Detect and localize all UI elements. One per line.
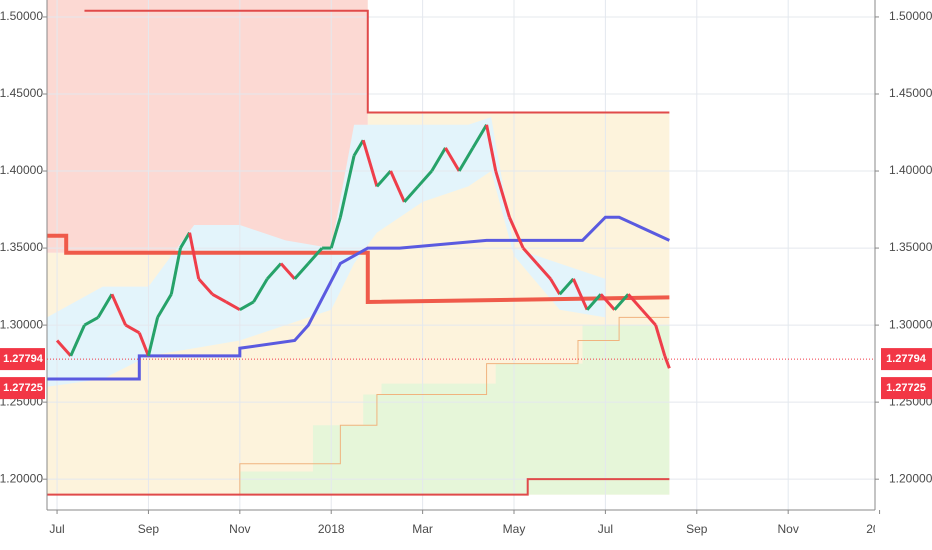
indicator-line bbox=[84, 9, 670, 114]
price-segment bbox=[416, 170, 433, 188]
indicator-line bbox=[47, 233, 670, 305]
price-segment bbox=[179, 231, 191, 249]
price-segment bbox=[508, 216, 525, 249]
indicator-line bbox=[139, 316, 670, 496]
x-labels: Jul Sep Nov 2018 Mar May Jul Sep Nov 2019 bbox=[49, 522, 893, 536]
y-tick-label: 1.45000 bbox=[0, 86, 43, 100]
x-tick-label: Mar bbox=[412, 522, 433, 536]
x-tick-label: Jul bbox=[49, 522, 64, 536]
price-segment bbox=[389, 170, 406, 203]
axes: 1.50000 1.50000 1.45000 1.45000 1.40000 1.400… bbox=[0, 0, 932, 514]
price-segment bbox=[352, 139, 365, 157]
price-segment bbox=[663, 355, 671, 369]
y-tick-label: 1.50000 bbox=[0, 9, 43, 23]
price-segment bbox=[522, 247, 538, 265]
price-segment bbox=[430, 147, 447, 172]
price-segment bbox=[55, 339, 72, 357]
price-segment bbox=[494, 170, 511, 218]
price-segment bbox=[599, 293, 616, 311]
price-segment bbox=[279, 262, 296, 280]
price-segment bbox=[188, 232, 201, 280]
price-segment bbox=[361, 139, 379, 187]
y-tick-label: 1.50000 bbox=[889, 9, 932, 23]
price-segment bbox=[640, 308, 657, 327]
x-tick-label: Jul bbox=[598, 522, 613, 536]
price-label: 1.27725 bbox=[3, 382, 43, 394]
price-segment bbox=[471, 124, 488, 149]
y-tick-label: 1.20000 bbox=[889, 471, 932, 485]
price-badge bbox=[0, 377, 45, 400]
price-segment bbox=[124, 323, 141, 335]
y-tick-label: 1.40000 bbox=[889, 163, 932, 177]
price-segment bbox=[137, 332, 150, 357]
x-tick-label: Sep bbox=[138, 522, 160, 536]
price-segment bbox=[585, 293, 602, 311]
price-label: 1.27794 bbox=[886, 353, 927, 365]
y-tick-label: 1.20000 bbox=[0, 471, 43, 485]
y-tick-label: 1.45000 bbox=[889, 86, 932, 100]
price-segment bbox=[329, 216, 342, 249]
price-segment bbox=[293, 262, 310, 280]
price-segment bbox=[613, 293, 630, 311]
price-segment bbox=[627, 293, 644, 311]
price-segment bbox=[83, 316, 99, 327]
band bbox=[47, 0, 368, 253]
indicator-line bbox=[47, 215, 670, 381]
price-segment bbox=[146, 317, 160, 357]
price-segment bbox=[307, 247, 324, 265]
x-tick-label: 2019 bbox=[866, 522, 893, 536]
y-tick-label: 1.30000 bbox=[0, 317, 43, 331]
y-tick-label: 1.30000 bbox=[889, 317, 932, 331]
price-segment bbox=[96, 293, 114, 319]
price-segment bbox=[266, 262, 283, 280]
y-tick-label: 1.35000 bbox=[0, 240, 43, 254]
price-segment bbox=[69, 324, 86, 357]
x-tick-label: 2018 bbox=[318, 522, 345, 536]
price-segment bbox=[239, 300, 255, 312]
price-segment bbox=[225, 300, 241, 312]
y-tick-label: 1.35000 bbox=[889, 240, 932, 254]
x-tick-label: Sep bbox=[686, 522, 708, 536]
price-segment bbox=[654, 324, 667, 357]
price-segment bbox=[169, 247, 182, 295]
x-tick-label: May bbox=[503, 522, 526, 536]
price-segment bbox=[558, 277, 575, 296]
price-segment bbox=[375, 170, 392, 188]
price-segment bbox=[485, 124, 498, 172]
price-badge bbox=[881, 377, 932, 400]
price-badge bbox=[881, 348, 932, 371]
price-label: 1.27725 bbox=[886, 382, 926, 394]
price-segment bbox=[110, 293, 127, 326]
x-tick-label: Nov bbox=[778, 522, 799, 536]
price-segment bbox=[156, 293, 173, 319]
indicator-line bbox=[47, 478, 670, 496]
price-segment bbox=[549, 278, 561, 296]
band bbox=[239, 325, 670, 495]
y-tick-label: 1.40000 bbox=[0, 163, 43, 177]
price-segment bbox=[457, 147, 475, 172]
price-segment bbox=[403, 185, 420, 203]
price-segment bbox=[211, 292, 227, 304]
price-label: 1.27794 bbox=[3, 353, 44, 365]
price-segment bbox=[197, 277, 214, 296]
plot-area bbox=[47, 0, 875, 510]
price-segment bbox=[572, 278, 589, 311]
price-segment bbox=[252, 278, 269, 303]
price-segment bbox=[444, 147, 461, 172]
price-badge bbox=[0, 348, 45, 371]
price-segment bbox=[338, 155, 356, 218]
price-segment bbox=[535, 262, 552, 280]
x-tick-label: Nov bbox=[229, 522, 250, 536]
